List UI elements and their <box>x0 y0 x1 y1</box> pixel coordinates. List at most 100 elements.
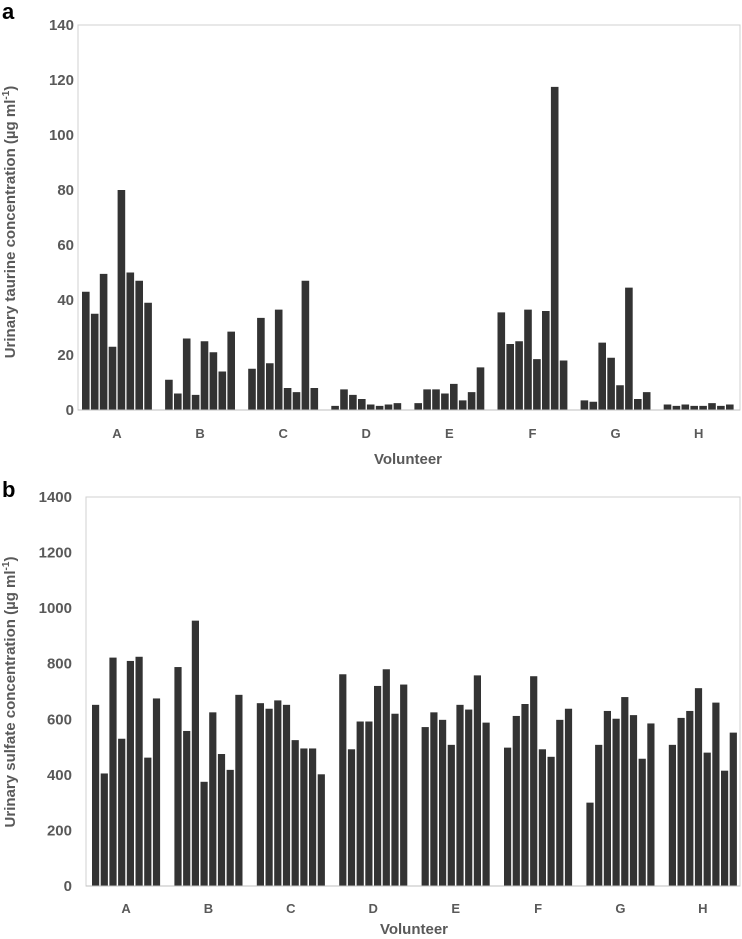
panel-b-bar-g-3 <box>603 710 611 886</box>
panel-a-bar-a-7 <box>135 280 143 410</box>
panel-a-bar-f-4 <box>524 309 532 411</box>
panel-a-bar-c-8 <box>310 388 319 410</box>
panel-a-bar-a-1 <box>82 291 90 410</box>
panel-b-y-tick-label: 200 <box>47 822 72 839</box>
panel-b-bar-d-8 <box>400 684 408 886</box>
panel-a-bar-a-5 <box>117 190 126 410</box>
panel-a-label: a <box>2 0 15 24</box>
panel-a-bar-e-2 <box>423 389 431 411</box>
panel-a-bar-f-7 <box>550 86 559 411</box>
panel-b-label: b <box>2 477 15 502</box>
panel-a-bar-g-7 <box>634 399 642 410</box>
panel-b-bar-h-5 <box>703 752 711 886</box>
panel-b-bar-a-7 <box>144 757 152 886</box>
panel-a-bar-d-2 <box>340 389 348 411</box>
panel-b-x-tick-label-c: C <box>286 901 296 916</box>
panel-a-x-tick-label-e: E <box>445 426 454 441</box>
panel-b-y-tick-label: 1000 <box>39 600 72 617</box>
panel-b-y-tick-label: 1200 <box>39 545 72 562</box>
panel-a-bar-a-6 <box>126 272 135 410</box>
panel-b-bar-a-2 <box>100 773 108 886</box>
panel-a-bar-h-5 <box>699 405 707 411</box>
panel-b-bar-e-6 <box>465 709 473 886</box>
panel-a-bar-f-8 <box>559 360 568 410</box>
panel-a-x-tick-label-a: A <box>112 426 122 441</box>
panel-b-x-tick-label-e: E <box>451 901 460 916</box>
panel-b-bar-d-2 <box>347 749 356 886</box>
panel-b-x-tick-label-d: D <box>369 901 378 916</box>
panel-a-bar-d-3 <box>349 394 357 411</box>
panel-b-bar-b-8 <box>235 694 243 886</box>
panel-b-bar-g-8 <box>647 723 655 886</box>
panel-b-bar-g-7 <box>638 758 646 886</box>
panel-b-bar-g-2 <box>595 744 603 886</box>
panel-b-bar-d-1 <box>339 674 347 886</box>
panel-a-x-tick-label-g: G <box>610 426 620 441</box>
panel-b-bar-g-6 <box>629 715 638 886</box>
panel-b-bar-f-5 <box>538 749 546 886</box>
panel-b-bar-h-4 <box>694 688 703 886</box>
panel-b-bar-f-1 <box>504 747 512 886</box>
panel-a-bar-b-2 <box>174 393 182 410</box>
panel-a-bar-g-8 <box>642 392 651 411</box>
panel-b-bar-d-6 <box>382 669 390 886</box>
panel-a-bar-d-8 <box>393 403 402 411</box>
panel-a-x-axis-title: Volunteer <box>374 451 442 468</box>
panel-a-bar-e-4 <box>441 393 449 410</box>
panel-b-bar-c-8 <box>317 774 325 886</box>
panel-b-bar-h-7 <box>721 770 729 886</box>
panel-b-bar-d-3 <box>356 721 364 886</box>
panel-a-bar-c-3 <box>266 363 274 410</box>
panel-b-bar-a-1 <box>92 704 100 886</box>
panel-b-bar-a-4 <box>118 738 126 886</box>
panel-a-bar-h-1 <box>663 404 672 410</box>
panel-b-bar-d-5 <box>374 685 382 886</box>
panel-b-bar-e-8 <box>482 722 490 886</box>
panel-b-y-axis-title: Urinary sulfate concentration (µg ml-1) <box>1 557 19 828</box>
panel-a-bar-e-8 <box>476 367 485 411</box>
panel-a-bar-d-5 <box>366 404 375 410</box>
panel-b-bar-c-7 <box>309 748 317 886</box>
panel-b-bar-d-4 <box>365 721 373 886</box>
panel-a-bar-c-7 <box>301 280 310 410</box>
panel-a-x-tick-label-d: D <box>362 426 371 441</box>
panel-b-x-tick-label-b: B <box>204 901 213 916</box>
panel-b-bar-g-1 <box>586 802 594 886</box>
panel-b-bar-b-6 <box>217 754 226 886</box>
panel-b-bar-e-7 <box>473 675 481 886</box>
panel-b-chart: b Volunteer Urinary sulfate concentratio… <box>1 477 741 938</box>
panel-b-bar-d-7 <box>391 713 399 886</box>
panel-a-bar-b-4 <box>191 394 200 411</box>
panel-b-x-tick-label-h: H <box>698 901 707 916</box>
panel-a-bar-d-1 <box>331 405 339 411</box>
panel-b-x-tick-label-g: G <box>615 901 625 916</box>
panel-b-bar-c-1 <box>256 703 264 886</box>
panel-b-y-tick-label: 1400 <box>39 489 72 506</box>
panel-a-y-tick-label: 40 <box>57 292 74 309</box>
panel-b-bar-f-3 <box>521 704 529 886</box>
panel-a-bar-a-4 <box>108 346 117 410</box>
panel-a-bar-g-5 <box>616 385 624 410</box>
panel-b-bar-a-3 <box>109 657 117 886</box>
panel-a-bar-g-1 <box>580 400 589 411</box>
panel-b-bar-f-8 <box>564 708 573 886</box>
panel-b-bar-e-4 <box>447 744 455 886</box>
panel-b-x-tick-label-a: A <box>121 901 131 916</box>
panel-a-bar-f-2 <box>506 344 514 410</box>
panel-a-bar-d-6 <box>375 405 384 411</box>
panel-a-chart: a Volunteer Urinary taurine concentratio… <box>1 0 741 468</box>
panel-b-bar-b-5 <box>209 712 217 886</box>
panel-a-x-tick-label-c: C <box>278 426 288 441</box>
panel-b-bar-h-2 <box>677 717 685 886</box>
panel-a-y-tick-label: 0 <box>66 402 74 419</box>
panel-a-bar-a-8 <box>144 302 152 410</box>
panel-a-bar-b-1 <box>165 379 173 410</box>
panel-a-bar-c-1 <box>248 368 256 410</box>
panel-a-bar-g-4 <box>607 357 615 410</box>
panel-b-bar-b-2 <box>183 730 191 886</box>
panel-a-bar-f-5 <box>533 359 541 411</box>
panel-a-bar-b-8 <box>227 331 235 411</box>
panel-b-bar-e-5 <box>456 704 464 886</box>
